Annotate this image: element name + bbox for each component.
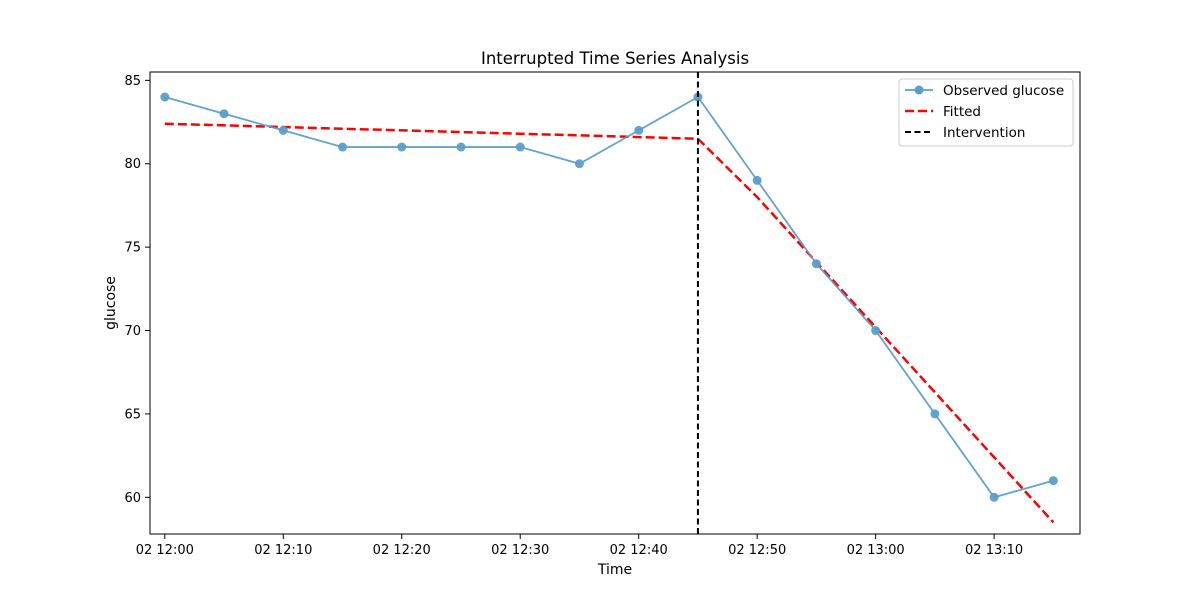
observed-glucose-line — [164, 95, 1054, 499]
observed-glucose-point — [219, 109, 229, 119]
y-axis-label: glucose — [103, 276, 119, 330]
legend: Observed glucose Fitted Intervention — [898, 78, 1074, 147]
observed-glucose-point — [574, 159, 584, 169]
legend-label: Intervention — [943, 125, 1025, 141]
fitted-line — [164, 122, 698, 140]
x-tick-label: 02 13:00 — [847, 543, 905, 558]
observed-glucose-point — [278, 125, 288, 135]
observed-glucose-point — [693, 92, 703, 102]
observed-glucose-point — [160, 92, 170, 102]
x-tick-label: 02 12:00 — [136, 543, 194, 558]
y-tick-label: 65 — [124, 407, 141, 422]
observed-glucose-point — [930, 409, 940, 419]
y-tick-label: 85 — [124, 74, 141, 89]
observed-glucose-point — [634, 125, 644, 135]
observed-glucose-point — [515, 142, 525, 152]
legend-label: Observed glucose — [943, 83, 1064, 99]
axes: 02 12:00 02 12:10 02 12:20 02 12:30 02 12:40… — [124, 74, 1023, 558]
x-tick-label: 02 13:10 — [965, 543, 1023, 558]
series-layer — [160, 72, 1058, 534]
legend-box — [898, 78, 1074, 147]
observed-glucose-point — [456, 142, 466, 152]
plot-frame — [149, 71, 1081, 535]
legend-label: Fitted — [943, 104, 981, 120]
observed-glucose-point — [338, 142, 348, 152]
y-tick-label: 80 — [124, 157, 141, 172]
x-tick-label: 02 12:10 — [254, 543, 312, 558]
observed-glucose-point — [811, 259, 821, 269]
observed-glucose-point — [871, 326, 881, 336]
x-axis-label: Time — [597, 562, 632, 578]
x-tick-label: 02 12:20 — [373, 543, 431, 558]
y-tick-label: 60 — [124, 491, 141, 506]
x-tick-label: 02 12:40 — [610, 543, 668, 558]
observed-glucose-point — [397, 142, 407, 152]
x-tick-label: 02 12:30 — [491, 543, 549, 558]
y-tick-label: 75 — [124, 241, 141, 256]
fitted-line — [697, 137, 1055, 524]
chart-title: Interrupted Time Series Analysis — [481, 49, 749, 68]
observed-glucose-point — [1048, 476, 1058, 486]
observed-glucose-point — [989, 492, 999, 502]
legend-marker-observed — [914, 85, 924, 95]
x-tick-label: 02 12:50 — [728, 543, 786, 558]
y-tick-label: 70 — [124, 324, 141, 339]
observed-glucose-point — [752, 175, 762, 185]
